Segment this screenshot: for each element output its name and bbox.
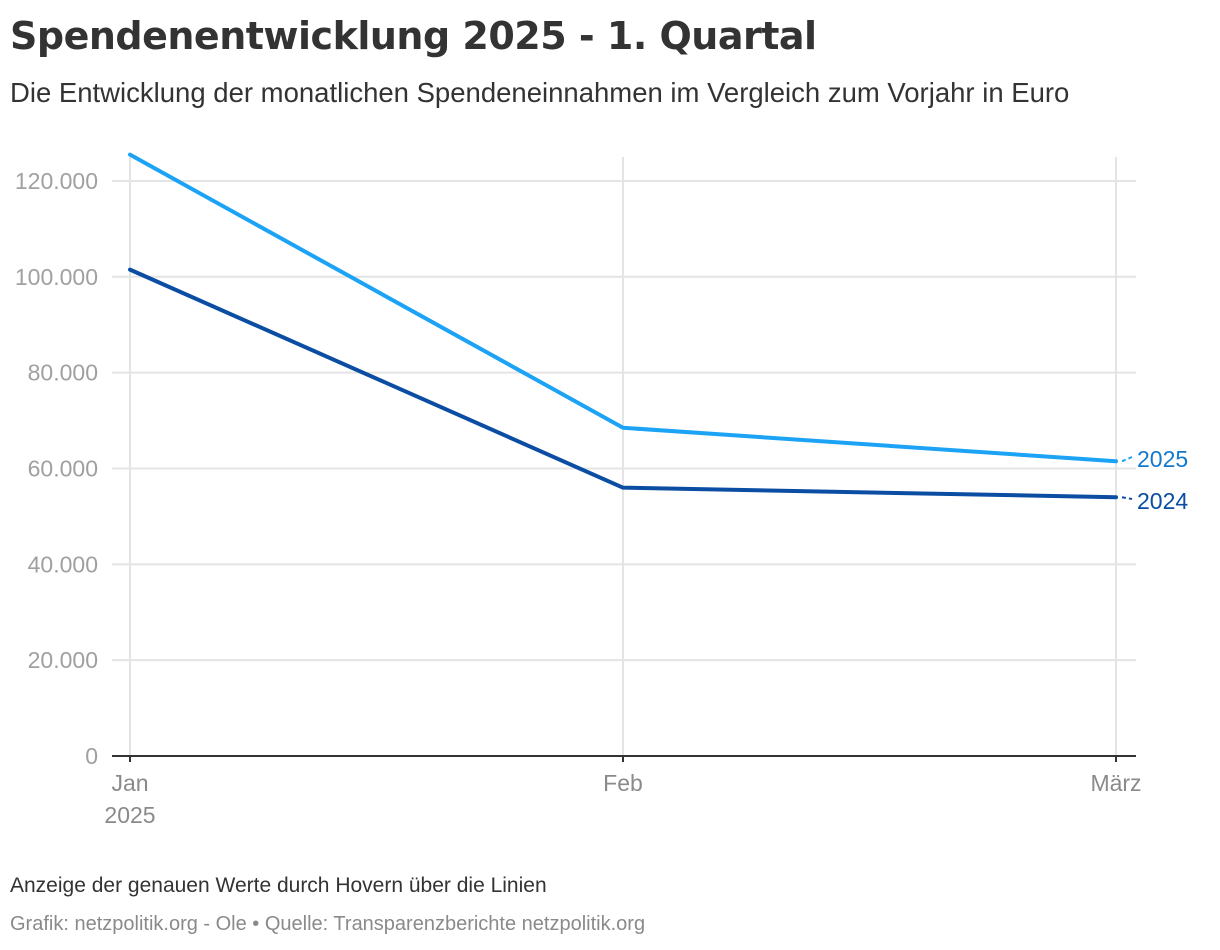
chart-notes: Anzeige der genauen Werte durch Hovern ü… — [10, 874, 547, 897]
series-line-2024[interactable] — [128, 267, 1118, 500]
series-label-connector — [1121, 496, 1133, 500]
chart-subtitle: Die Entwicklung der monatlichen Spendene… — [10, 77, 1070, 108]
x-axis: Jan 2025 Feb März — [104, 755, 1142, 828]
x-tick-label: Feb — [603, 770, 643, 796]
series-label-2024: 2024 — [1137, 488, 1188, 514]
grid-lines — [112, 157, 1136, 756]
x-tick-label: März — [1090, 770, 1141, 796]
x-tick-sublabel: 2025 — [104, 802, 155, 828]
y-tick-label: 120.000 — [15, 168, 98, 194]
chart-title: Spendenentwicklung 2025 - 1. Quartal — [10, 14, 817, 58]
series-line-2025[interactable] — [128, 152, 1118, 464]
y-tick-label: 80.000 — [28, 360, 98, 386]
y-tick-label: 60.000 — [28, 455, 98, 481]
y-axis-ticks: 0 20.000 40.000 60.000 80.000 100.000 120.000 — [15, 168, 98, 769]
y-tick-label: 100.000 — [15, 264, 98, 290]
chart-credit: Grafik: netzpolitik.org - Ole • Quelle: … — [10, 913, 646, 935]
y-tick-label: 0 — [85, 743, 98, 769]
series-labels: 2025 2024 — [1121, 446, 1188, 514]
series-label-2025: 2025 — [1137, 446, 1188, 472]
x-tick-label: Jan — [111, 770, 148, 796]
y-tick-label: 20.000 — [28, 647, 98, 673]
series-label-connector — [1121, 456, 1133, 463]
series-lines[interactable] — [128, 152, 1118, 500]
y-tick-label: 40.000 — [28, 551, 98, 577]
